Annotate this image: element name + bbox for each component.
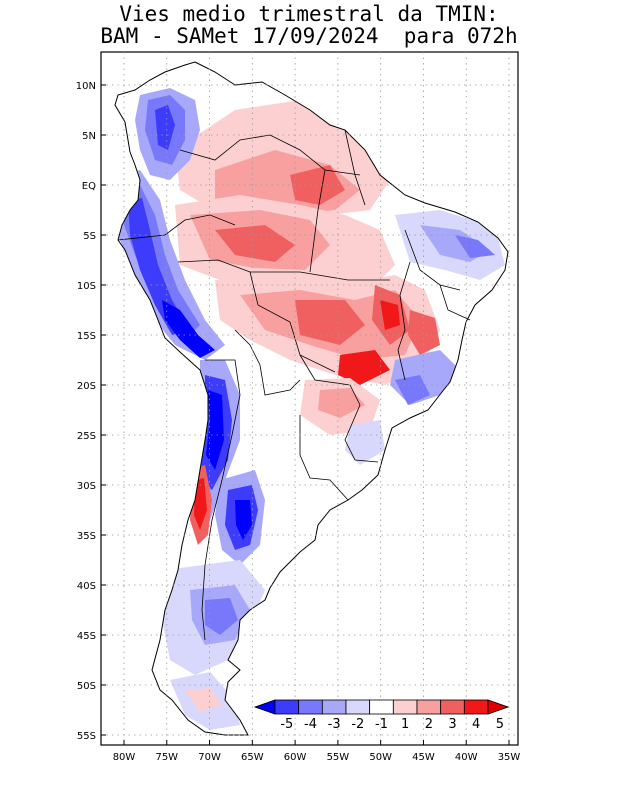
lon-tick-label: 75W <box>155 752 178 763</box>
lat-tick-label: 50S <box>77 681 96 692</box>
colorbar-arrow-right <box>487 699 510 715</box>
map-title-line1: Vies medio trimestral da TMIN: <box>119 2 499 26</box>
lon-tick-label: 40W <box>455 752 478 763</box>
colorbar-label: -5 <box>280 717 293 732</box>
lat-tick-label: 10N <box>76 81 96 92</box>
map-title-line2: BAM - SAMet 17/09/2024 para 072h <box>100 24 518 48</box>
lon-tick-label: 45W <box>412 752 435 763</box>
lat-tick-label: 5S <box>83 231 96 242</box>
lon-tick-label: 80W <box>113 752 136 763</box>
country-borders <box>117 129 471 641</box>
lat-tick-label: 55S <box>77 731 96 742</box>
lat-tick-label: EQ <box>82 181 96 192</box>
lon-tick-label: 50W <box>369 752 392 763</box>
colorbar-segment <box>274 699 300 715</box>
lon-tick-label: 35W <box>498 752 521 763</box>
lat-tick-label: 10S <box>77 281 96 292</box>
colorbar-segment <box>416 699 442 715</box>
colorbar-segment <box>321 699 347 715</box>
colorbar-label: 2 <box>425 717 433 732</box>
lon-tick-label: 55W <box>327 752 350 763</box>
colorbar-label: -1 <box>375 717 388 732</box>
lat-tick-label: 45S <box>77 631 96 642</box>
colorbar-segment <box>463 699 489 715</box>
lat-tick-label: 40S <box>77 581 96 592</box>
grid-lines <box>101 52 518 745</box>
longitude-labels: 80W 75W 70W 65W 60W 55W 50W 45W 40W 35W <box>113 740 521 763</box>
lat-tick-label: 25S <box>77 431 96 442</box>
lat-tick-label: 35S <box>77 531 96 542</box>
colorbar-segment <box>440 699 465 715</box>
latitude-labels: 10N 5N EQ 5S 10S 15S 20S 25S 30S 35S 40S 45S 50S 55S <box>76 81 106 742</box>
colorbar-segment <box>298 699 323 715</box>
lon-tick-label: 60W <box>284 752 307 763</box>
lon-tick-label: 65W <box>241 752 264 763</box>
colorbar-segment <box>369 699 394 715</box>
colorbar: -5 -4 -3 -2 -1 1 2 3 4 5 <box>253 699 510 732</box>
lon-tick-label: 70W <box>198 752 221 763</box>
lat-tick-label: 20S <box>77 381 96 392</box>
colorbar-label: 4 <box>472 717 480 732</box>
colorbar-label: -3 <box>328 717 341 732</box>
colorbar-label: -4 <box>304 717 317 732</box>
lat-tick-label: 5N <box>82 131 96 142</box>
colorbar-label: -2 <box>351 717 364 732</box>
colorbar-label: 3 <box>448 717 456 732</box>
colorbar-segment <box>392 699 418 715</box>
colorbar-label: 1 <box>401 717 409 732</box>
lat-tick-label: 15S <box>77 331 96 342</box>
colorbar-segment <box>345 699 371 715</box>
colorbar-label: 5 <box>496 717 504 732</box>
lat-tick-label: 30S <box>77 481 96 492</box>
